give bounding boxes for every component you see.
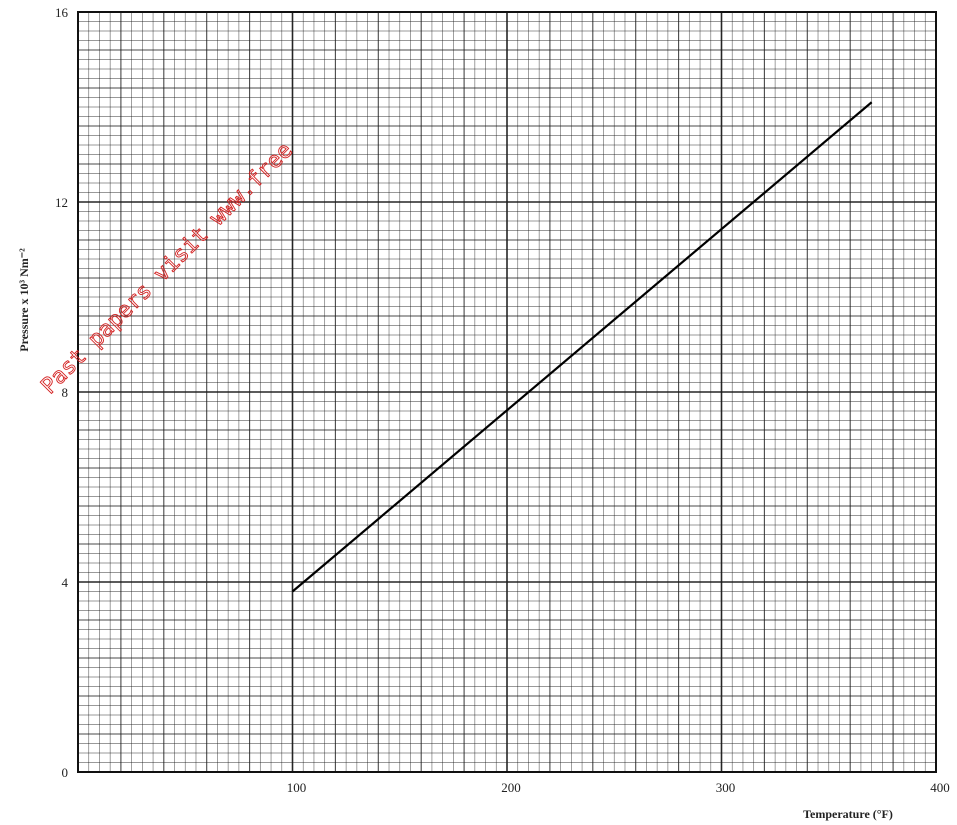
plot-frame — [77, 11, 937, 773]
y-tick-label: 12 — [55, 195, 68, 210]
x-tick-label: 400 — [930, 780, 950, 795]
x-tick-labels: 100 200 300 400 — [287, 780, 950, 795]
y-axis-label: Pressure x 10³ Nm⁻² — [17, 248, 31, 352]
y-tick-label: 8 — [62, 385, 69, 400]
series-layer — [291, 101, 873, 593]
x-tick-label: 100 — [287, 780, 307, 795]
y-tick-label: 16 — [55, 5, 69, 20]
x-tick-label: 300 — [716, 780, 736, 795]
x-axis-label: Temperature (°F) — [803, 807, 893, 821]
grid — [77, 11, 937, 773]
y-tick-labels: 0 4 8 12 16 — [55, 5, 69, 780]
series-line — [291, 101, 873, 593]
x-tick-label: 200 — [501, 780, 521, 795]
y-tick-label: 4 — [62, 575, 69, 590]
y-tick-label: 0 — [62, 765, 69, 780]
